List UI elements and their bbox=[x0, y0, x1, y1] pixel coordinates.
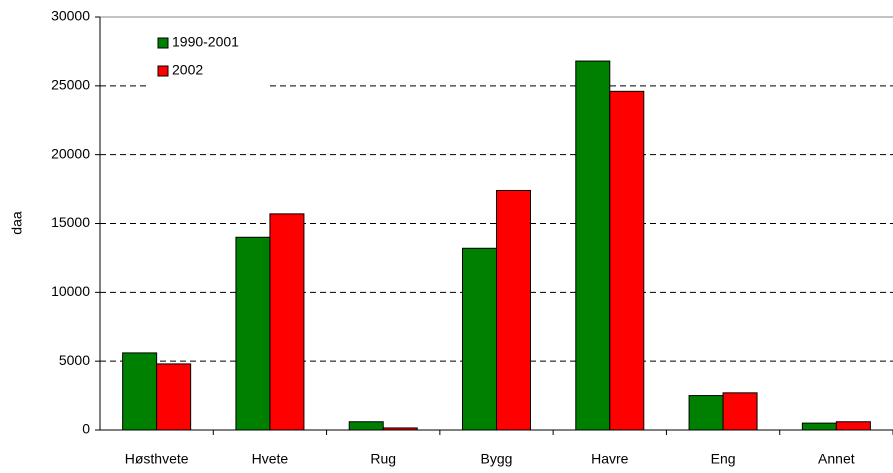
legend bbox=[150, 30, 270, 90]
x-tick-label: Annet bbox=[818, 451, 855, 467]
bar bbox=[235, 236, 271, 431]
x-tick-label: Eng bbox=[711, 451, 736, 467]
y-tick-label: 5000 bbox=[59, 352, 90, 368]
bar bbox=[722, 392, 758, 431]
x-tick-label: Rug bbox=[370, 451, 396, 467]
y-tick-label: 10000 bbox=[51, 283, 90, 299]
legend-key bbox=[157, 65, 169, 77]
y-tick-label: 20000 bbox=[51, 145, 90, 161]
bar bbox=[835, 421, 871, 431]
bar bbox=[609, 90, 645, 431]
y-tick-label: 25000 bbox=[51, 77, 90, 93]
x-tick-label: Bygg bbox=[481, 451, 513, 467]
y-tick-label: 15000 bbox=[51, 214, 90, 230]
legend-key bbox=[157, 37, 169, 49]
bar bbox=[688, 395, 724, 431]
bar bbox=[575, 60, 611, 431]
bar bbox=[801, 422, 837, 431]
bar bbox=[348, 421, 384, 431]
y-axis-label: daa bbox=[9, 211, 25, 235]
bar bbox=[269, 213, 305, 431]
x-tick-label: Havre bbox=[591, 451, 629, 467]
bar bbox=[462, 247, 497, 431]
y-tick-label: 0 bbox=[82, 421, 90, 437]
y-tick-label: 30000 bbox=[51, 8, 90, 24]
legend-label: 2002 bbox=[172, 62, 203, 78]
x-tick-label: Høsthvete bbox=[125, 451, 189, 467]
bar bbox=[122, 352, 158, 431]
bar bbox=[156, 363, 192, 431]
legend-label: 1990-2001 bbox=[172, 34, 239, 50]
bar bbox=[496, 189, 531, 431]
x-tick-label: Hvete bbox=[252, 451, 289, 467]
